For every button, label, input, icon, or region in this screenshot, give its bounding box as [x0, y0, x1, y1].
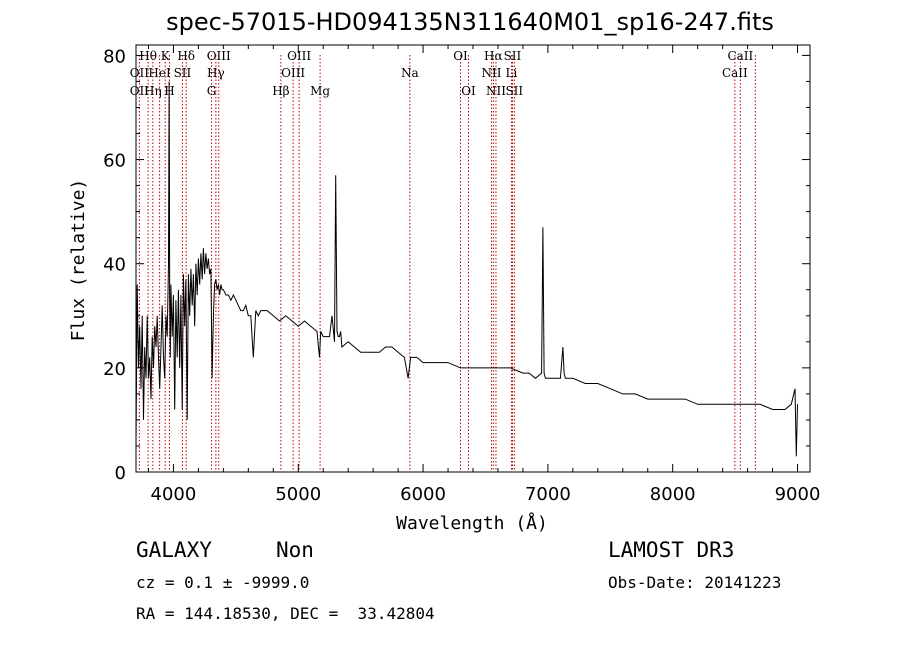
x-tick-label-0: 4000 [151, 484, 197, 505]
line-label-19: Hα [484, 49, 503, 63]
x-tick-label-2: 6000 [400, 484, 446, 505]
x-axis-label: Wavelength (Å) [396, 512, 548, 534]
line-label-9: OIII [207, 49, 231, 63]
line-label-5: K [161, 49, 171, 63]
obs-date: Obs-Date: 20141223 [608, 573, 782, 592]
redshift-line: cz = 0.1 ± -9999.0 [136, 573, 310, 592]
x-tick-label-1: 5000 [275, 484, 321, 505]
line-label-0: OII [130, 84, 150, 98]
x-tick-label-5: 9000 [775, 484, 821, 505]
subclass-label: Non [276, 538, 314, 562]
x-tick-label-4: 8000 [650, 484, 696, 505]
survey-label: LAMOST DR3 [608, 538, 735, 562]
line-label-4: HeI [148, 66, 171, 80]
x-tick-label-3: 7000 [525, 484, 571, 505]
plot-frame [135, 44, 811, 473]
line-marker-group [138, 55, 756, 472]
line-label-10: Hγ [207, 66, 225, 80]
line-label-18: OI [461, 84, 476, 98]
line-label-8: SII [174, 66, 192, 80]
line-label-20: SII [504, 49, 522, 63]
line-label-24: SII [505, 84, 523, 98]
line-label-17: OI [453, 49, 468, 63]
line-label-23: NII [486, 84, 506, 98]
y-tick-label-2: 40 [103, 255, 126, 276]
y-tick-label-3: 60 [103, 151, 126, 172]
coordinates: RA = 144.18530, DEC = 33.42804 [136, 604, 435, 623]
line-label-3: Hη [144, 84, 162, 98]
line-label-1: Hθ [139, 49, 157, 63]
axes-group: 4000 5000 6000 7000 8000 9000 0 20 40 60 80 [103, 45, 820, 505]
line-label-6: H [164, 84, 174, 98]
y-tick-label-4: 80 [103, 46, 126, 67]
line-label-2: OII [130, 66, 150, 80]
chart-title: spec-57015-HD094135N311640M01_sp16-247.f… [166, 8, 774, 36]
line-label-15: Mg [310, 84, 330, 98]
y-axis-label: Flux (relative) [68, 179, 89, 342]
line-label-25: CaII [727, 49, 753, 63]
line-label-13: OIII [287, 49, 311, 63]
line-label-21: NII [481, 66, 501, 80]
line-label-16: Na [401, 66, 419, 80]
line-label-7: Hδ [177, 49, 195, 63]
spectrum-chart: 4000 5000 6000 7000 8000 9000 0 20 40 60 80 OII Hθ O… [68, 8, 820, 534]
y-tick-label-0: 0 [115, 463, 126, 484]
line-label-26: CaII [722, 66, 748, 80]
flux-trace [135, 81, 798, 457]
line-label-14: OIII [281, 66, 305, 80]
line-label-22: Li [506, 66, 518, 80]
class-label: GALAXY [136, 538, 212, 562]
line-label-11: G [207, 84, 217, 98]
line-label-12: Hβ [272, 84, 289, 98]
y-tick-label-1: 20 [103, 359, 126, 380]
